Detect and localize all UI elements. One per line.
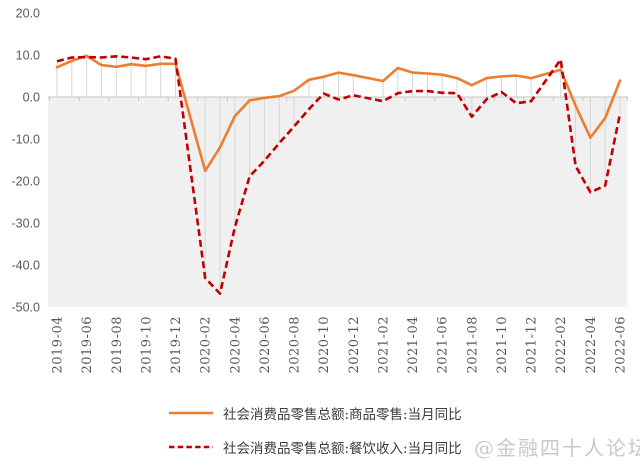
x-axis-label: 2021-06 (436, 316, 451, 374)
y-axis-label: -20.0 (12, 175, 41, 189)
x-axis-label: 2020-12 (347, 316, 362, 374)
series-line-goods-retail (55, 54, 622, 173)
y-axis-label: -30.0 (12, 217, 41, 231)
legend-label-goods-retail: 社会消费品零售总额:商品零售:当月同比 (223, 407, 462, 423)
x-axis-label: 2020-02 (199, 316, 214, 374)
x-axis-label: 2020-10 (317, 316, 332, 374)
legend-item-catering-income: 社会消费品零售总额:餐饮收入:当月同比 (168, 436, 462, 458)
x-axis-label: 2021-02 (376, 316, 391, 374)
x-axis-label: 2021-12 (525, 316, 540, 374)
x-axis-label: 2019-04 (51, 316, 66, 374)
y-axis-label: -40.0 (12, 259, 41, 273)
watermark: @金融四十人论坛 (474, 436, 640, 460)
x-axis-label: 2019-10 (139, 316, 154, 374)
x-axis-label: 2021-08 (465, 316, 480, 374)
legend-label-catering-income: 社会消费品零售总额:餐饮收入:当月同比 (223, 441, 462, 457)
x-axis-label: 2019-12 (169, 316, 184, 374)
series-line-catering-income (56, 55, 622, 295)
x-axis-label: 2021-10 (495, 316, 510, 374)
x-axis-label: 2022-02 (554, 316, 569, 374)
x-axis-label: 2022-04 (584, 316, 599, 374)
catering-line-swatch-icon (169, 445, 213, 449)
x-axis-label: 2021-04 (406, 316, 421, 374)
x-axis-label: 2020-08 (288, 316, 303, 374)
y-axis-label: -50.0 (12, 301, 41, 315)
x-axis-label: 2020-04 (228, 316, 243, 374)
legend-item-goods-retail: 社会消费品零售总额:商品零售:当月同比 (168, 402, 462, 424)
y-axis-label: 10.0 (16, 49, 40, 63)
goods-line-swatch-icon (169, 411, 213, 415)
y-axis-label: 0.0 (23, 91, 40, 105)
x-axis-label: 2019-06 (80, 316, 95, 374)
x-axis-label: 2022-06 (614, 316, 629, 374)
negative-region-fill (48, 97, 628, 307)
retail-sales-line-chart: 20.0 10.0 0.0 -10.0 -20.0 -30.0 -40.0 -50.0 2019… (12, 7, 629, 374)
x-axis-label: 2020-06 (258, 316, 273, 374)
y-axis-label: -10.0 (12, 133, 41, 147)
x-axis-label: 2019-08 (110, 316, 125, 374)
y-axis-label: 20.0 (16, 7, 40, 21)
